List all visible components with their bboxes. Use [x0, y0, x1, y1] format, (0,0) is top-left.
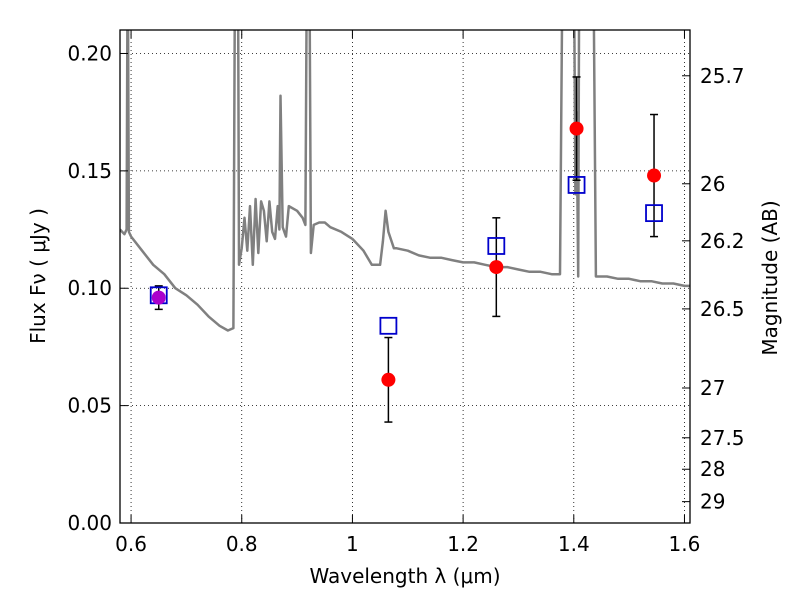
x-tick-label: 1.4: [558, 532, 590, 556]
y-tick-label: 0.15: [67, 159, 112, 183]
grid-lines: [120, 30, 690, 523]
tick-labels: 0.6 0.8 1 1.2 1.4 1.6 0.00 0.05 0.10 0.15 0.20 25.7…: [67, 41, 744, 556]
model-spectrum-line: [120, 30, 690, 332]
x-axis-title: Wavelength λ (μm): [309, 564, 500, 588]
observed-point: [569, 121, 584, 136]
observed-point: [489, 260, 504, 275]
y-axis-title: Flux Fν ( μJy ): [26, 208, 50, 344]
model-point-square: [379, 316, 398, 335]
model-point-square: [567, 176, 586, 194]
x-tick-label: 0.6: [115, 532, 147, 556]
y-tick-label: 0.10: [67, 276, 112, 300]
y2-tick-label: 26: [700, 172, 725, 196]
x-tick-label: 1.6: [669, 532, 701, 556]
y2-axis-title: Magnitude (AB): [758, 200, 782, 355]
observed-point: [381, 372, 396, 387]
y-tick-label: 0.00: [67, 511, 112, 535]
y2-tick-label: 27: [700, 376, 725, 400]
markers-group: [149, 121, 663, 387]
observed-point: [647, 168, 662, 183]
y2-tick-label: 28: [700, 457, 725, 481]
model-point-square: [487, 237, 506, 255]
y2-tick-label: 29: [700, 490, 725, 514]
x-tick-label: 0.8: [226, 532, 258, 556]
axis-ticks: [120, 30, 690, 524]
y2-tick-label: 26.2: [700, 229, 745, 253]
highlight-point: [151, 290, 166, 305]
model-point-square: [645, 204, 663, 223]
x-tick-label: 1: [346, 532, 359, 556]
model-spectrum-group: [120, 30, 690, 332]
y2-tick-label: 27.5: [700, 426, 745, 450]
y2-tick-label: 26.5: [700, 297, 745, 321]
y2-tick-label: 25.7: [700, 64, 745, 88]
x-tick-label: 1.2: [447, 532, 479, 556]
plot-frame: [119, 29, 691, 524]
y-tick-label: 0.05: [67, 394, 112, 418]
y-tick-label: 0.20: [67, 41, 112, 65]
